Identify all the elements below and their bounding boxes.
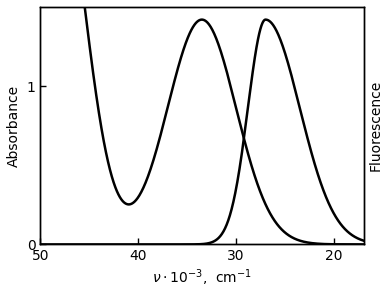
Y-axis label: Fluorescence: Fluorescence [369, 80, 383, 171]
Y-axis label: Absorbance: Absorbance [7, 85, 21, 167]
X-axis label: $\nu \cdot 10^{-3}$,  cm$^{-1}$: $\nu \cdot 10^{-3}$, cm$^{-1}$ [152, 268, 252, 288]
